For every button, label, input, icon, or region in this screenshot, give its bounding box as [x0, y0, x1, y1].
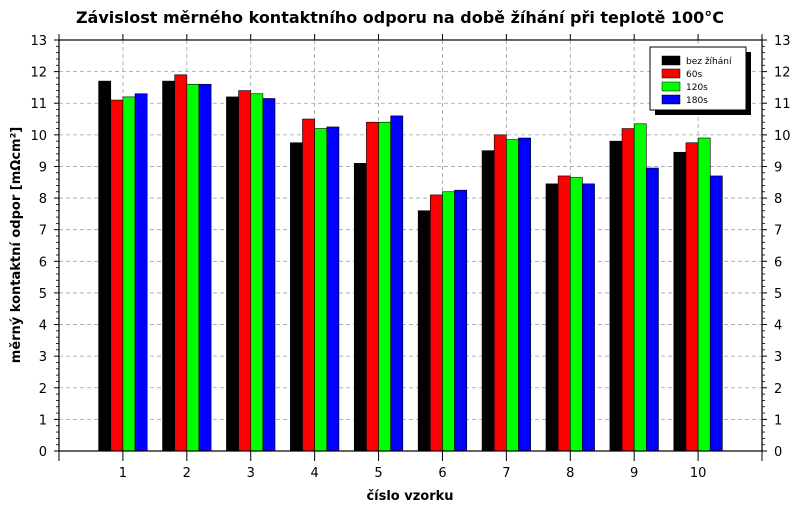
- x-tick-label: 7: [502, 466, 510, 481]
- bar: [518, 137, 531, 452]
- bar: [262, 98, 276, 452]
- y-tick-label-right: 7: [774, 224, 782, 239]
- bar: [709, 175, 723, 452]
- bar: [186, 83, 200, 452]
- chart-title: Závislost měrného kontaktního odporu na …: [76, 8, 724, 27]
- legend-label: 120s: [686, 83, 708, 93]
- bars: [98, 74, 723, 452]
- y-tick-label-left: 2: [39, 382, 47, 397]
- bar: [454, 189, 468, 452]
- x-tick-label: 3: [247, 466, 255, 481]
- bar: [430, 194, 443, 452]
- y-tick-label-right: 2: [774, 382, 782, 397]
- y-tick-label-left: 6: [39, 255, 47, 270]
- y-tick-label-left: 12: [30, 66, 47, 81]
- bar: [174, 74, 188, 452]
- bar: [110, 99, 124, 452]
- bar: [390, 115, 404, 452]
- bar: [417, 210, 431, 452]
- y-tick-label-right: 9: [774, 160, 782, 175]
- bar: [198, 83, 212, 452]
- x-tick-label: 2: [183, 466, 191, 481]
- x-tick-label: 4: [310, 466, 318, 481]
- bar: [326, 126, 340, 452]
- legend-swatch: [661, 68, 681, 79]
- bar: [366, 121, 379, 452]
- bar: [685, 142, 699, 452]
- bar: [481, 150, 495, 452]
- y-tick-label-right: 10: [774, 129, 791, 144]
- bar: [646, 167, 659, 452]
- bar: [569, 177, 583, 452]
- y-tick-label-right: 5: [774, 287, 782, 302]
- y-tick-label-right: 12: [774, 66, 791, 81]
- y-tick-label-right: 11: [774, 97, 791, 112]
- plot-frame: [58, 39, 763, 452]
- bar: [633, 123, 647, 452]
- y-tick-label-left: 13: [30, 34, 47, 49]
- bar: [250, 93, 264, 452]
- bar: [314, 128, 328, 452]
- y-tick-label-left: 8: [39, 192, 47, 207]
- x-tick-label: 1: [119, 466, 127, 481]
- y-tick-label-right: 3: [774, 350, 782, 365]
- bar: [582, 183, 595, 452]
- y-tick-label-left: 4: [39, 319, 47, 334]
- bar: [353, 163, 367, 452]
- y-tick-label-left: 11: [30, 97, 47, 112]
- x-tick-label: 9: [630, 466, 638, 481]
- y-axis-label: měrný kontaktní odpor [mΩcm²]: [9, 127, 24, 363]
- y-tick-label-right: 13: [774, 34, 791, 49]
- legend-label: bez žíhání: [686, 57, 732, 67]
- x-tick-label: 10: [690, 466, 707, 481]
- legend-label: 180s: [686, 96, 708, 106]
- bar: [378, 121, 391, 452]
- bar: [238, 90, 252, 452]
- legend: bez žíhání 60s 120s 180s: [649, 46, 751, 115]
- bar: [122, 96, 136, 452]
- x-tick-label: 8: [566, 466, 574, 481]
- x-axis-label: číslo vzorku: [366, 489, 453, 504]
- bar: [290, 142, 303, 452]
- bar: [493, 134, 507, 452]
- y-tick-label-left: 0: [39, 445, 47, 460]
- y-tick-label-right: 6: [774, 255, 782, 270]
- bar: [302, 118, 315, 452]
- y-tick-label-right: 4: [774, 319, 782, 334]
- legend-swatch: [661, 81, 681, 92]
- bar: [697, 137, 711, 452]
- bar: [621, 128, 635, 452]
- bar: [98, 80, 112, 452]
- x-tick-label: 6: [438, 466, 446, 481]
- x-tick-label: 5: [374, 466, 382, 481]
- legend-label: 60s: [686, 70, 702, 80]
- bar: [134, 93, 148, 452]
- bar: [609, 140, 623, 452]
- y-tick-label-left: 10: [30, 129, 47, 144]
- bar: [506, 139, 519, 452]
- y-tick-label-right: 1: [774, 413, 782, 428]
- y-tick-label-left: 9: [39, 160, 47, 175]
- bar: [226, 96, 239, 452]
- legend-swatch: [661, 55, 681, 66]
- bar: [545, 183, 559, 452]
- bar: [162, 80, 175, 452]
- y-tick-label-left: 7: [39, 224, 47, 239]
- y-tick-label-left: 3: [39, 350, 47, 365]
- y-tick-label-left: 1: [39, 413, 47, 428]
- bar: [442, 191, 455, 452]
- bar: [673, 151, 687, 452]
- bar: [557, 175, 571, 452]
- y-tick-label-left: 5: [39, 287, 47, 302]
- y-tick-label-right: 0: [774, 445, 782, 460]
- legend-swatch: [661, 94, 681, 105]
- y-tick-label-right: 8: [774, 192, 782, 207]
